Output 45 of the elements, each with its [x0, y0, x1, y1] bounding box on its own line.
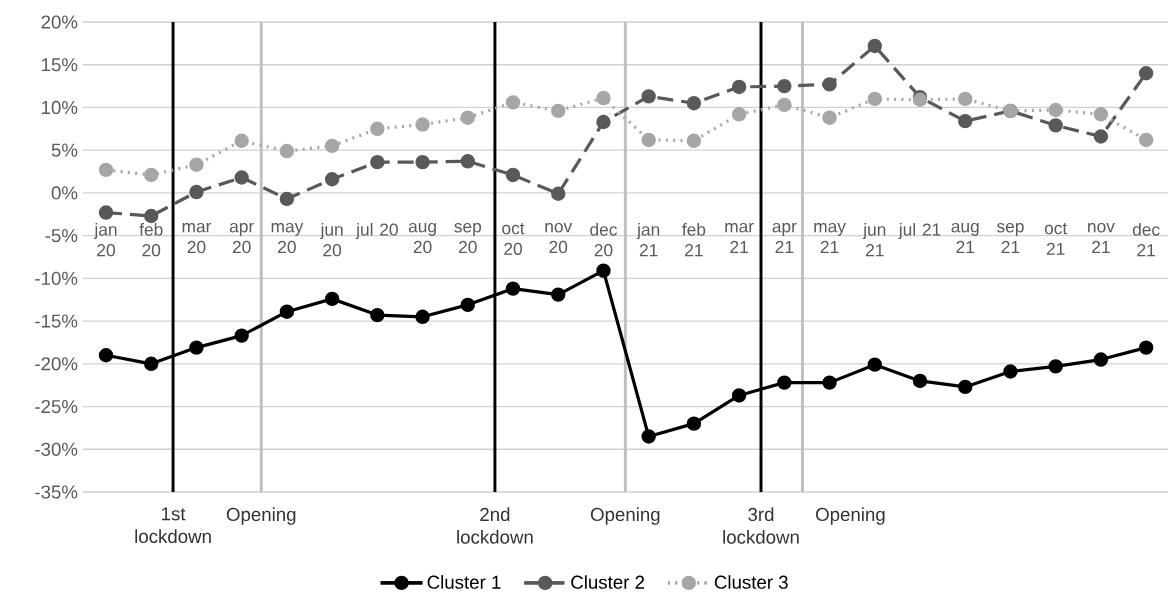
y-tick-label: -25% [35, 399, 78, 414]
y-tick-label: 20% [41, 15, 78, 29]
y-tick-label: 10% [42, 100, 78, 115]
ref-line-label: 1st lockdown [135, 507, 211, 544]
x-tick-label: nov 21 [1088, 222, 1115, 253]
x-tick-label: sep 21 [996, 222, 1024, 253]
x-tick-label: sep 20 [454, 222, 482, 254]
x-tick-label: apr 20 [229, 222, 254, 254]
y-tick-label: -15% [35, 314, 78, 328]
x-tick-label: mar 20 [182, 222, 212, 254]
x-tick-label: may 21 [814, 222, 846, 253]
x-tick-label: dec 21 [1132, 222, 1160, 257]
x-tick-label: apr 21 [772, 222, 797, 253]
x-tick-label: mar 21 [725, 222, 754, 253]
x-tick-label: oct 21 [1044, 222, 1068, 255]
y-tick-label: -10% [35, 271, 78, 285]
x-tick-label: feb 21 [682, 222, 706, 257]
x-tick-label: jun 21 [862, 222, 886, 257]
y-tick-label: -35% [35, 485, 78, 499]
y-tick-label: -5% [45, 229, 78, 243]
ref-line-label: 2nd lockdown [457, 507, 533, 544]
ref-line-label: 3rd lockdown [723, 507, 799, 544]
x-tick-label: jul 21 [898, 222, 941, 240]
ref-line-label: Opening [226, 507, 296, 525]
legend-label: Cluster 1 [427, 575, 501, 589]
x-tick-label: jan 21 [636, 222, 660, 257]
x-tick-label: aug 20 [408, 222, 436, 254]
legend-label: Cluster 2 [571, 575, 645, 589]
y-tick-label: 15% [42, 58, 78, 72]
y-tick-label: 5% [51, 143, 78, 157]
x-tick-label: jul 20 [355, 222, 398, 240]
ref-line-label: Opening [590, 507, 660, 525]
x-tick-label: jan 20 [94, 222, 117, 257]
x-tick-label: jun 20 [320, 222, 343, 257]
x-tick-label: dec 20 [590, 222, 617, 257]
ref-line-label: Opening [816, 507, 885, 525]
x-tick-label: may 20 [271, 222, 304, 254]
x-tick-label: nov 20 [545, 222, 573, 254]
x-tick-label: oct 20 [502, 222, 525, 255]
x-tick-label: aug 21 [951, 222, 979, 253]
x-tick-label: feb 20 [139, 222, 163, 257]
y-tick-label: 0% [51, 186, 78, 200]
legend-label: Cluster 3 [714, 575, 788, 589]
y-tick-label: -30% [35, 442, 78, 456]
y-tick-label: -20% [35, 357, 78, 371]
